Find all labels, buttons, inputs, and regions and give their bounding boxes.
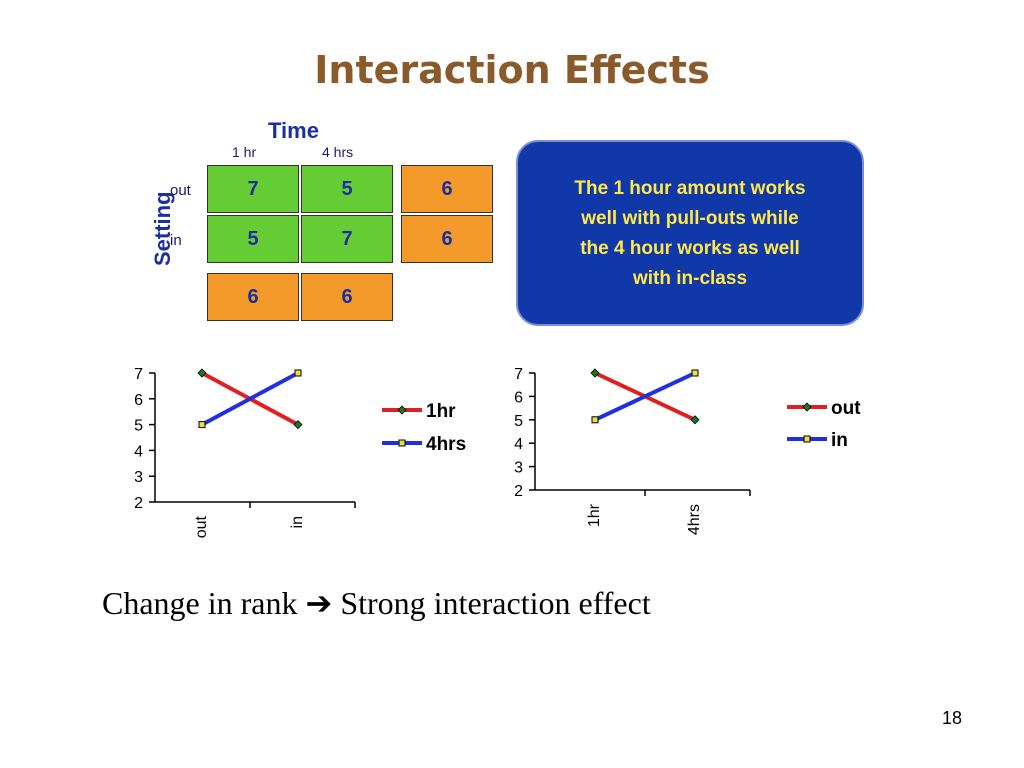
- data-point: [198, 421, 206, 429]
- row-header-in: in: [170, 232, 182, 249]
- y-tick-label: 5: [514, 413, 523, 430]
- callout-line: The 1 hour amount works: [574, 178, 806, 199]
- row-mean-in: 6: [401, 215, 493, 263]
- data-point: [294, 369, 302, 377]
- x-tick-label: 4hrs: [686, 504, 703, 535]
- legend-marker: [397, 405, 407, 415]
- legend-label-out: out: [831, 398, 861, 419]
- y-tick-label: 4: [514, 436, 523, 453]
- cell-out-1hr: 7: [207, 165, 299, 213]
- y-tick-label: 6: [134, 392, 143, 409]
- legend-label-4hrs: 4hrs: [426, 434, 466, 455]
- legend-marker: [398, 439, 406, 447]
- legend-marker: [802, 402, 812, 412]
- line-chart-by-setting: 7 6 5 4 3 2 out in 1hr 4hrs: [134, 366, 466, 538]
- cell-in-4hrs: 7: [301, 215, 393, 263]
- line-chart-by-time: 7 6 5 4 3 2 1hr 4hrs out in: [514, 366, 861, 535]
- arrow-right-icon: ➔: [305, 585, 333, 621]
- col-header-1hr: 1 hr: [232, 144, 257, 160]
- footer-left-text: Change in rank: [102, 585, 298, 621]
- cell-in-1hr: 5: [207, 215, 299, 263]
- series-line-4hrs: [201, 371, 299, 427]
- col-header-4hrs: 4 hrs: [322, 144, 354, 160]
- y-tick-label: 6: [514, 389, 523, 406]
- data-point: [590, 368, 600, 378]
- y-tick-label: 3: [134, 469, 143, 486]
- time-header: Time: [268, 118, 319, 143]
- row-mean-out: 6: [401, 165, 493, 213]
- data-point: [690, 415, 700, 425]
- y-tick-label: 4: [134, 443, 143, 460]
- x-tick-label: 1hr: [586, 503, 603, 527]
- y-tick-label: 2: [134, 495, 143, 512]
- footer-statement: Change in rank ➔ Strong interaction effe…: [102, 584, 651, 622]
- x-tick-label: out: [193, 515, 210, 538]
- footer-right-text: Strong interaction effect: [340, 585, 651, 621]
- data-point: [691, 369, 699, 377]
- cell-out-4hrs: 5: [301, 165, 393, 213]
- y-tick-label: 2: [514, 483, 523, 500]
- data-point: [197, 368, 207, 378]
- page-number: 18: [942, 708, 963, 728]
- legend-label-in: in: [831, 430, 848, 451]
- col-mean-1hr: 6: [207, 273, 299, 321]
- setting-header: Setting: [150, 191, 175, 266]
- legend-marker: [803, 435, 811, 443]
- callout-box: The 1 hour amount works well with pull-o…: [516, 140, 864, 326]
- data-point: [293, 420, 303, 430]
- y-tick-label: 5: [134, 418, 143, 435]
- callout-line: the 4 hour works as well: [580, 238, 800, 259]
- y-tick-label: 7: [134, 366, 143, 383]
- series-line-in: [594, 371, 696, 422]
- y-tick-label: 7: [514, 366, 523, 383]
- x-tick-label: in: [289, 516, 306, 528]
- y-tick-label: 3: [514, 460, 523, 477]
- col-mean-4hrs: 6: [301, 273, 393, 321]
- row-header-out: out: [170, 182, 191, 199]
- slide-title: Interaction Effects: [314, 48, 710, 92]
- callout-line: well with pull-outs while: [581, 208, 799, 229]
- data-point: [591, 416, 599, 424]
- callout-line: with in-class: [632, 268, 748, 289]
- legend-label-1hr: 1hr: [426, 401, 456, 422]
